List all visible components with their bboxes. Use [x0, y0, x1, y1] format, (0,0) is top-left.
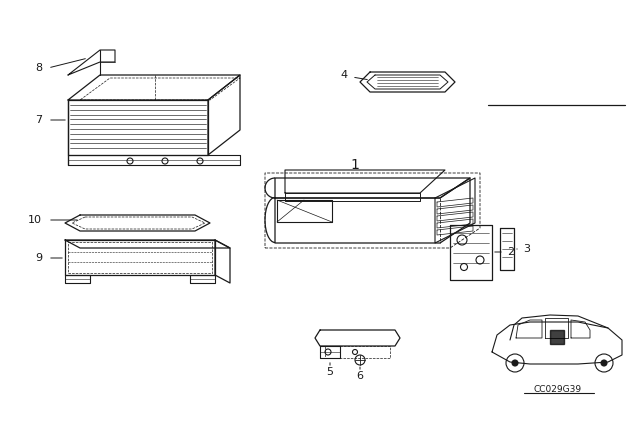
- Text: 4: 4: [341, 70, 348, 80]
- Text: 7: 7: [35, 115, 42, 125]
- Text: 1: 1: [351, 158, 360, 172]
- Bar: [550, 330, 564, 344]
- Text: 2: 2: [507, 247, 514, 257]
- Text: 10: 10: [28, 215, 42, 225]
- Text: CC029G39: CC029G39: [534, 385, 582, 395]
- Text: 9: 9: [35, 253, 42, 263]
- Text: 6: 6: [356, 371, 364, 381]
- Text: 8: 8: [35, 63, 42, 73]
- Circle shape: [601, 360, 607, 366]
- Text: 5: 5: [326, 367, 333, 377]
- Text: 3: 3: [523, 244, 530, 254]
- Circle shape: [512, 360, 518, 366]
